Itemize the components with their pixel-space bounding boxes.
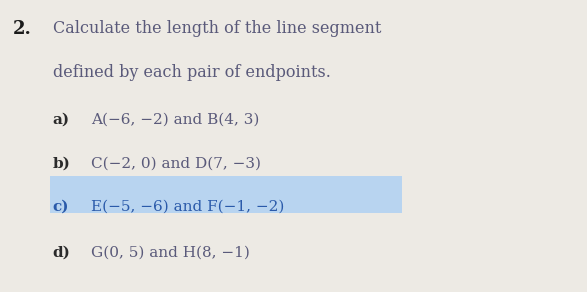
Text: c): c) (53, 200, 69, 214)
Text: Calculate the length of the line segment: Calculate the length of the line segment (53, 20, 381, 37)
Text: a): a) (53, 112, 70, 126)
FancyBboxPatch shape (50, 176, 402, 213)
Text: G(0, 5) and H(8, −1): G(0, 5) and H(8, −1) (91, 245, 250, 259)
Text: C(−2, 0) and D(7, −3): C(−2, 0) and D(7, −3) (91, 156, 261, 170)
Text: 2.: 2. (13, 20, 32, 39)
Text: E(−5, −6) and F(−1, −2): E(−5, −6) and F(−1, −2) (91, 200, 284, 214)
Text: A(−6, −2) and B(4, 3): A(−6, −2) and B(4, 3) (91, 112, 259, 126)
Text: b): b) (53, 156, 70, 170)
Text: d): d) (53, 245, 70, 259)
Text: defined by each pair of endpoints.: defined by each pair of endpoints. (53, 64, 330, 81)
